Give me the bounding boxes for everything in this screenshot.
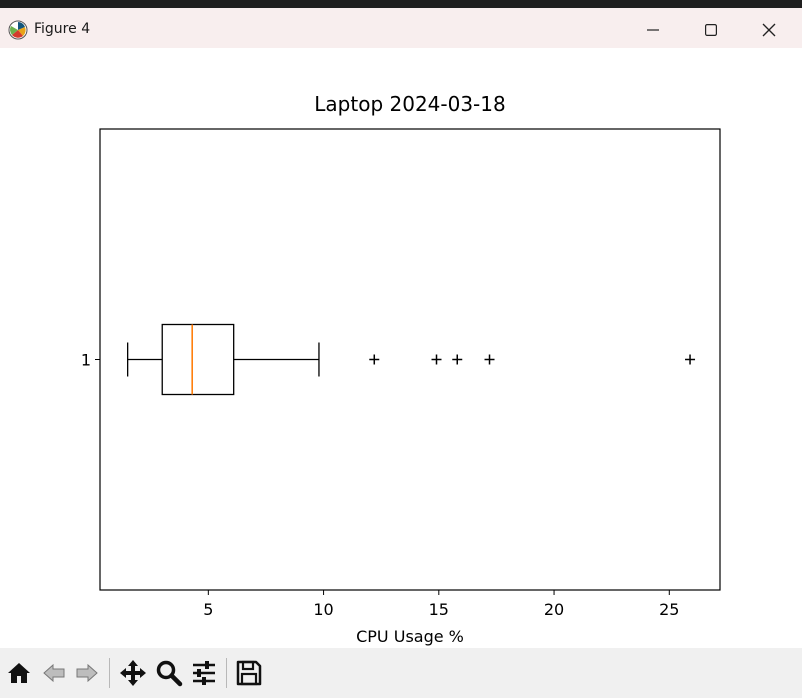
x-tick-label: 20 — [544, 600, 564, 619]
outlier-marker — [685, 354, 696, 365]
x-tick-label: 10 — [313, 600, 333, 619]
forward-icon — [76, 663, 98, 683]
back-button[interactable] — [39, 658, 69, 688]
y-axis-ticks: 1 — [81, 351, 100, 370]
save-icon — [236, 660, 262, 686]
x-tick-label: 25 — [659, 600, 679, 619]
x-axis-label: CPU Usage % — [356, 627, 464, 646]
configure-subplots-icon — [193, 661, 215, 685]
close-button[interactable] — [746, 16, 792, 44]
iqr-box — [161, 323, 235, 396]
pan-icon — [120, 660, 146, 686]
navigation-toolbar — [0, 648, 802, 698]
minimize-button[interactable] — [630, 16, 676, 44]
outlier-marker — [431, 354, 442, 365]
matplotlib-app-icon — [8, 20, 28, 40]
toolbar-separator — [109, 658, 110, 688]
x-tick-label: 15 — [429, 600, 449, 619]
title-bar: Figure 4 — [0, 8, 802, 48]
x-axis-ticks: 5 10 15 20 25 — [203, 590, 679, 619]
outlier-marker — [452, 354, 463, 365]
zoom-button[interactable] — [154, 658, 184, 688]
window-title: Figure 4 — [34, 21, 91, 37]
home-icon — [8, 663, 30, 683]
maximize-button[interactable] — [688, 16, 734, 44]
chart-title: Laptop 2024-03-18 — [314, 92, 505, 116]
home-button[interactable] — [4, 658, 34, 688]
figure-window: Figure 4 Laptop 2024-03-18 5 10 15 20 25 1 C… — [0, 8, 802, 698]
pan-button[interactable] — [118, 658, 148, 688]
outlier-marker — [484, 354, 495, 365]
forward-button[interactable] — [72, 658, 102, 688]
plot-canvas[interactable]: Laptop 2024-03-18 5 10 15 20 25 1 CPU Usage … — [0, 48, 802, 646]
box-group — [127, 323, 696, 396]
configure-subplots-button[interactable] — [189, 658, 219, 688]
boxplot-chart: Laptop 2024-03-18 5 10 15 20 25 1 CPU Usage … — [81, 92, 721, 646]
minimize-icon — [647, 29, 659, 31]
toolbar-separator — [226, 658, 227, 688]
maximize-icon — [705, 24, 717, 36]
outlier-marker — [369, 354, 380, 365]
x-tick-label: 5 — [203, 600, 213, 619]
back-icon — [43, 663, 65, 683]
axes-frame — [99, 128, 721, 591]
close-icon — [762, 23, 776, 37]
save-button[interactable] — [234, 658, 264, 688]
zoom-icon — [156, 660, 183, 687]
y-tick-label: 1 — [81, 351, 91, 370]
